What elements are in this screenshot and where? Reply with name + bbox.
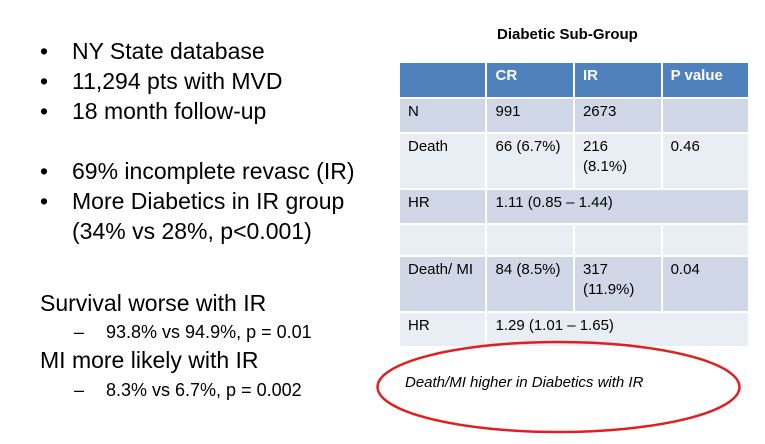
table-cell: Death/ MI — [397, 255, 488, 313]
survival-heading: Survival worse with IR — [40, 290, 267, 316]
table-cell — [660, 97, 751, 134]
table-row: HR 1.29 (1.01 – 1.65) — [397, 311, 750, 348]
callout-text: Death/MI higher in Diabetics with IR — [405, 374, 644, 391]
mi-detail: – 8.3% vs 6.7%, p = 0.002 — [74, 378, 302, 402]
table-cell: N — [397, 97, 488, 134]
mi-heading: MI more likely with IR — [40, 347, 259, 373]
table-cell: HR — [397, 188, 488, 225]
mi-detail-text: 8.3% vs 6.7%, p = 0.002 — [106, 380, 302, 400]
table-header-row: CR IR P value — [397, 61, 751, 99]
table-cell — [397, 223, 488, 257]
table-row: Death/ MI 84 (8.5%) 317 (11.9%) 0.04 — [397, 255, 751, 313]
table-cell: 84 (8.5%) — [485, 255, 575, 313]
table-cell: HR — [397, 311, 488, 348]
bullet-item: 11,294 pts with MVD — [40, 66, 380, 96]
table-cell — [485, 223, 575, 257]
callout-oval — [376, 340, 741, 434]
bullet-item: More Diabetics in IR group (34% vs 28%, … — [40, 186, 380, 246]
table-cell: 1.29 (1.01 – 1.65) — [485, 311, 750, 348]
table-row: Death 66 (6.7%) 216 (8.1%) 0.46 — [397, 132, 751, 190]
table-cell: 2673 — [572, 97, 663, 134]
table-cell — [572, 223, 663, 257]
header-cell: IR — [572, 61, 663, 99]
table-cell: Death — [397, 132, 488, 190]
table-row — [397, 223, 751, 257]
table-row: HR 1.11 (0.85 – 1.44) — [397, 188, 750, 225]
table-cell: 317 (11.9%) — [572, 255, 663, 313]
bullet-item: NY State database — [40, 36, 380, 66]
survival-dash: – — [74, 322, 85, 342]
bullet-gap — [40, 126, 380, 156]
callout-ellipse — [376, 340, 741, 434]
table-cell: 1.11 (0.85 – 1.44) — [485, 188, 750, 225]
table-cell: 991 — [485, 97, 575, 134]
table-cell — [660, 223, 751, 257]
bullet-list: NY State database 11,294 pts with MVD 18… — [40, 36, 380, 246]
bullet-item: 18 month follow-up — [40, 96, 380, 126]
table-cell: 0.46 — [660, 132, 751, 190]
header-cell: P value — [660, 61, 751, 99]
bullet-item: 69% incomplete revasc (IR) — [40, 156, 380, 186]
table-title: Diabetic Sub-Group — [497, 26, 638, 43]
header-cell — [397, 61, 488, 99]
survival-detail-text: 93.8% vs 94.9%, p = 0.01 — [106, 322, 312, 342]
survival-detail: – 93.8% vs 94.9%, p = 0.01 — [74, 320, 312, 344]
table-row: N 991 2673 — [397, 97, 751, 134]
header-cell: CR — [485, 61, 575, 99]
mi-dash: – — [74, 380, 85, 400]
diabetic-subgroup-table: CR IR P value N 991 2673 Death 66 (6.7%)… — [397, 61, 751, 348]
table-cell: 0.04 — [660, 255, 751, 313]
table-cell: 216 (8.1%) — [572, 132, 663, 190]
table-cell: 66 (6.7%) — [485, 132, 575, 190]
